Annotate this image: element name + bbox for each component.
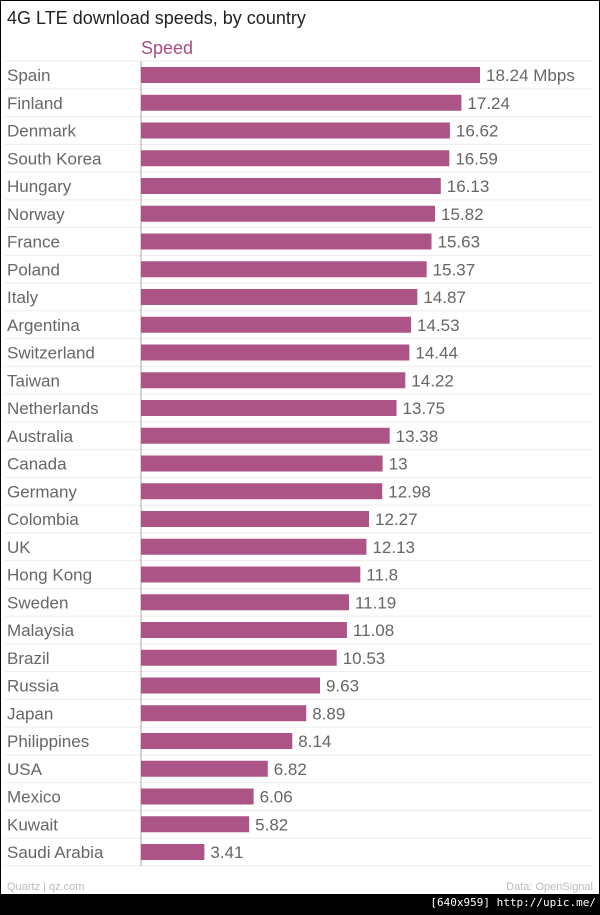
value-label: 12.27 — [375, 510, 418, 529]
category-label: Hong Kong — [7, 566, 92, 585]
bar — [141, 150, 450, 167]
category-label: UK — [7, 538, 31, 557]
bar — [141, 455, 383, 472]
value-label: 12.98 — [388, 482, 431, 501]
value-label: 8.89 — [312, 704, 345, 723]
category-label: Colombia — [7, 510, 79, 529]
category-label: Germany — [7, 482, 77, 501]
value-label: 13.75 — [403, 399, 446, 418]
source-credit: Quartz | qz.com — [7, 881, 85, 893]
value-label: 16.59 — [455, 149, 498, 168]
category-label: Norway — [7, 205, 65, 224]
value-label: 13.38 — [396, 427, 439, 446]
bar — [141, 122, 450, 139]
value-label: 11.08 — [353, 621, 394, 640]
bar — [141, 372, 406, 389]
category-label: Switzerland — [7, 344, 95, 363]
value-label: 18.24 Mbps — [486, 66, 575, 85]
bar — [141, 705, 307, 722]
category-label: Canada — [7, 455, 67, 474]
category-label: Argentina — [7, 316, 80, 335]
category-label: Saudi Arabia — [7, 843, 104, 862]
value-label: 8.14 — [298, 732, 331, 751]
category-label: Sweden — [7, 593, 68, 612]
value-label: 17.24 — [467, 94, 510, 113]
bar — [141, 205, 436, 222]
data-source: Data: OpenSignal — [506, 881, 593, 893]
category-label: Netherlands — [7, 399, 99, 418]
bar — [141, 733, 293, 749]
category-label: Russia — [7, 677, 60, 696]
bar-chart: Spain 18.24 Mbps Finland 17.24 Denmark 16.62 S… — [5, 60, 593, 867]
bar — [141, 538, 367, 555]
value-label: 6.82 — [274, 760, 307, 779]
series-label: Speed — [141, 38, 194, 58]
category-label: Australia — [7, 427, 74, 446]
category-label: Philippines — [7, 732, 89, 751]
category-label: Taiwan — [7, 371, 60, 390]
value-label: 11.19 — [355, 593, 396, 612]
bar — [141, 566, 361, 583]
bar — [141, 289, 418, 305]
bar — [141, 261, 427, 278]
value-label: 10.53 — [343, 649, 386, 668]
bar — [141, 788, 254, 805]
category-label: Spain — [7, 66, 50, 85]
category-label: Denmark — [7, 122, 76, 141]
category-label: Hungary — [7, 177, 72, 196]
value-label: 14.53 — [417, 316, 460, 335]
bar — [141, 594, 349, 611]
category-label: France — [7, 233, 60, 252]
bar — [141, 816, 250, 833]
bar — [141, 483, 383, 500]
value-label: 14.22 — [411, 371, 454, 390]
bar — [141, 316, 412, 333]
chart-frame: 4G LTE download speeds, by country Speed… — [0, 0, 600, 895]
category-label: Malaysia — [7, 621, 75, 640]
value-label: 5.82 — [255, 815, 288, 834]
category-label: South Korea — [7, 149, 102, 168]
category-label: USA — [7, 760, 43, 779]
bar — [141, 344, 410, 361]
value-label: 13 — [389, 455, 408, 474]
value-label: 15.37 — [433, 260, 476, 279]
bar — [141, 677, 320, 694]
bar — [141, 400, 397, 416]
category-label: Mexico — [7, 788, 61, 807]
value-label: 14.44 — [415, 344, 458, 363]
bar — [141, 622, 347, 638]
bar — [141, 178, 441, 194]
bar — [141, 94, 462, 111]
value-label: 11.8 — [366, 566, 398, 585]
category-label: Kuwait — [7, 815, 58, 834]
value-label: 15.82 — [441, 205, 484, 224]
bar — [141, 760, 268, 777]
bar — [141, 233, 432, 250]
value-label: 16.62 — [456, 122, 499, 141]
image-host-watermark: [640x959] http://upic.me/ — [430, 896, 596, 909]
category-label: Brazil — [7, 649, 50, 668]
bar — [141, 511, 370, 527]
bar — [141, 649, 337, 666]
value-label: 6.06 — [260, 788, 293, 807]
category-label: Finland — [7, 94, 63, 113]
value-label: 14.87 — [423, 288, 466, 307]
value-label: 3.41 — [210, 843, 243, 862]
category-label: Poland — [7, 260, 60, 279]
value-label: 9.63 — [326, 677, 359, 696]
bar — [141, 844, 205, 860]
chart-title: 4G LTE download speeds, by country — [7, 8, 306, 28]
category-label: Japan — [7, 704, 53, 723]
category-label: Italy — [7, 288, 39, 307]
value-label: 15.63 — [437, 233, 480, 252]
value-label: 12.13 — [372, 538, 415, 557]
value-label: 16.13 — [447, 177, 490, 196]
bar — [141, 67, 480, 83]
bar — [141, 427, 390, 444]
